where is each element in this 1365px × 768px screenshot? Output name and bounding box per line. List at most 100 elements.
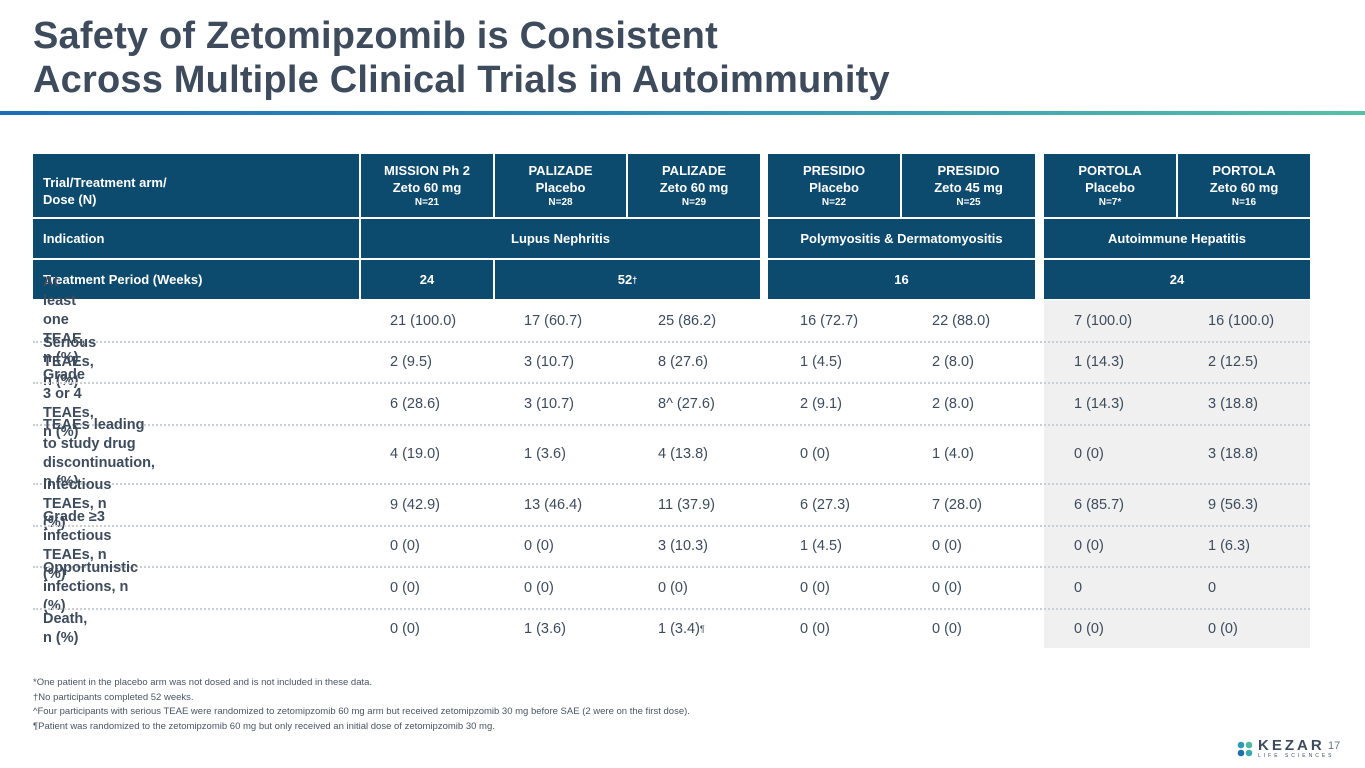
col-line2: Zeto 60 mg xyxy=(1209,179,1279,195)
row-divider xyxy=(33,525,1310,527)
cell: 11 (37.9) xyxy=(658,496,715,513)
cell: 0 (0) xyxy=(1074,621,1104,637)
col-line1: PORTOLA xyxy=(1078,162,1142,178)
column-header-presidio-placebo: PRESIDIO Placebo N=22 xyxy=(768,154,900,217)
indication-lupus: Lupus Nephritis xyxy=(361,219,760,258)
treatment-period-mission: 24 xyxy=(361,260,493,299)
cell: 8^ (27.6) xyxy=(658,395,715,412)
col-n: N=25 xyxy=(956,196,981,208)
page-title: Safety of Zetomipzomib is Consistent Acr… xyxy=(33,14,890,102)
title-line-2: Across Multiple Clinical Trials in Autoi… xyxy=(33,59,890,101)
cell: 21 (100.0) xyxy=(390,312,457,329)
cell: 1 (3.6) xyxy=(524,621,566,637)
cell: 1 (14.3) xyxy=(1074,395,1124,412)
col-line2: Zeto 60 mg xyxy=(659,179,729,195)
label-line-2: discontinuation, n (%) xyxy=(43,455,155,490)
cell: 7 (28.0) xyxy=(932,496,982,513)
cell: 17 (60.7) xyxy=(524,312,583,329)
column-header-portola-zeto: PORTOLA Zeto 60 mg N=16 xyxy=(1178,154,1310,217)
cell: 0 (0) xyxy=(658,579,688,596)
cell: 0 (0) xyxy=(800,579,830,596)
row-divider xyxy=(33,483,1310,485)
row-label-discontinuation: TEAEs leading to study drug discontinuat… xyxy=(43,417,155,490)
col-n: N=7* xyxy=(1098,196,1122,208)
column-header-presidio-zeto: PRESIDIO Zeto 45 mg N=25 xyxy=(902,154,1035,217)
cell: 1 (6.3) xyxy=(1208,538,1250,554)
cell: 16 (72.7) xyxy=(800,312,859,329)
cell: 0 (0) xyxy=(524,538,554,554)
kezar-logo: KEZAR LIFE SCIENCES xyxy=(1236,738,1335,760)
col-line1: PORTOLA xyxy=(1212,162,1276,178)
cell: 0 (0) xyxy=(390,579,420,596)
cell: 0 (0) xyxy=(932,579,962,596)
indication-label: Indication xyxy=(33,219,359,258)
cell: 0 (0) xyxy=(1074,446,1104,462)
portola-shade xyxy=(1044,300,1310,648)
col-line2: Zeto 60 mg xyxy=(392,179,462,195)
cell: 13 (46.4) xyxy=(524,496,583,513)
treatment-period-palizade: 52 † xyxy=(495,260,760,299)
footnotes: *One patient in the placebo arm was not … xyxy=(33,676,690,734)
footnote: †No participants completed 52 weeks. xyxy=(33,691,194,703)
col-line2: Zeto 45 mg xyxy=(934,179,1003,195)
column-header-palizade-zeto: PALIZADE Zeto 60 mg N=29 xyxy=(628,154,760,217)
kezar-mark-icon xyxy=(1237,741,1253,757)
col-line1: PRESIDIO xyxy=(802,162,866,178)
cell: 4 (19.0) xyxy=(390,446,440,462)
treatment-period-label: Treatment Period (Weeks) xyxy=(33,260,359,299)
cell: 7 (100.0) xyxy=(1074,312,1133,329)
cell: 22 (88.0) xyxy=(932,312,991,329)
col-line2: Placebo xyxy=(1085,179,1135,195)
footnote: *One patient in the placebo arm was not … xyxy=(33,677,373,688)
cell: 2 (9.1) xyxy=(800,395,842,412)
indication-hepatitis: Autoimmune Hepatitis xyxy=(1044,219,1310,258)
row-divider xyxy=(33,341,1310,343)
col-line2: Placebo xyxy=(809,179,859,195)
cell: 0 (0) xyxy=(932,538,962,554)
cell: 16 (100.0) xyxy=(1208,312,1275,329)
treatment-period-portola: 24 xyxy=(1044,260,1310,299)
cell: 9 (42.9) xyxy=(390,496,440,513)
row-divider xyxy=(33,566,1310,568)
cell: 1 (3.4) ¶ xyxy=(658,621,705,637)
treatment-period-palizade-value: 52 xyxy=(617,272,633,287)
corner-header: Trial/Treatment arm/ Dose (N) xyxy=(33,154,359,217)
cell: 6 (28.6) xyxy=(390,395,440,412)
cell: 0 xyxy=(1208,579,1217,596)
col-line1: PALIZADE xyxy=(528,162,593,178)
title-line-1: Safety of Zetomipzomib is Consistent xyxy=(33,15,718,57)
column-header-mission: MISSION Ph 2 Zeto 60 mg N=21 xyxy=(361,154,493,217)
cell: 8 (27.6) xyxy=(658,354,708,370)
cell: 0 (0) xyxy=(524,579,554,596)
cell: 2 (9.5) xyxy=(390,354,432,370)
cell: 1 (4.5) xyxy=(800,354,842,370)
logo-sub: LIFE SCIENCES xyxy=(1258,753,1335,759)
indication-myositis: Polymyositis & Dermatomyositis xyxy=(768,219,1035,258)
cell: 4 (13.8) xyxy=(658,446,708,462)
cell: 3 (18.8) xyxy=(1208,395,1258,412)
corner-label-line-2: Dose (N) xyxy=(43,191,97,207)
cell: 25 (86.2) xyxy=(658,312,717,329)
page-number: 17 xyxy=(1328,740,1341,752)
cell: 3 (10.3) xyxy=(658,538,708,554)
cell: 0 (0) xyxy=(1208,621,1238,637)
cell: 1 (14.3) xyxy=(1074,354,1124,370)
col-line2: Placebo xyxy=(535,179,586,195)
col-line1: PALIZADE xyxy=(661,162,727,178)
cell: 6 (85.7) xyxy=(1074,496,1124,513)
col-line1: MISSION Ph 2 xyxy=(384,162,470,178)
cell: 0 (0) xyxy=(800,621,830,637)
cell: 3 (10.7) xyxy=(524,354,574,370)
cell: 0 xyxy=(1074,579,1083,596)
cell: 0 (0) xyxy=(390,621,420,637)
footnote: ¶Patient was randomized to the zetomipzo… xyxy=(33,720,495,732)
title-divider xyxy=(0,111,1365,115)
cell: 1 (4.5) xyxy=(800,538,842,554)
treatment-period-presidio: 16 xyxy=(768,260,1035,299)
logo-word: KEZAR xyxy=(1258,737,1325,754)
row-divider xyxy=(33,424,1310,426)
col-n: N=28 xyxy=(548,196,573,208)
col-n: N=16 xyxy=(1231,196,1257,208)
cell: 0 (0) xyxy=(932,621,962,637)
cell: 2 (8.0) xyxy=(932,395,974,412)
